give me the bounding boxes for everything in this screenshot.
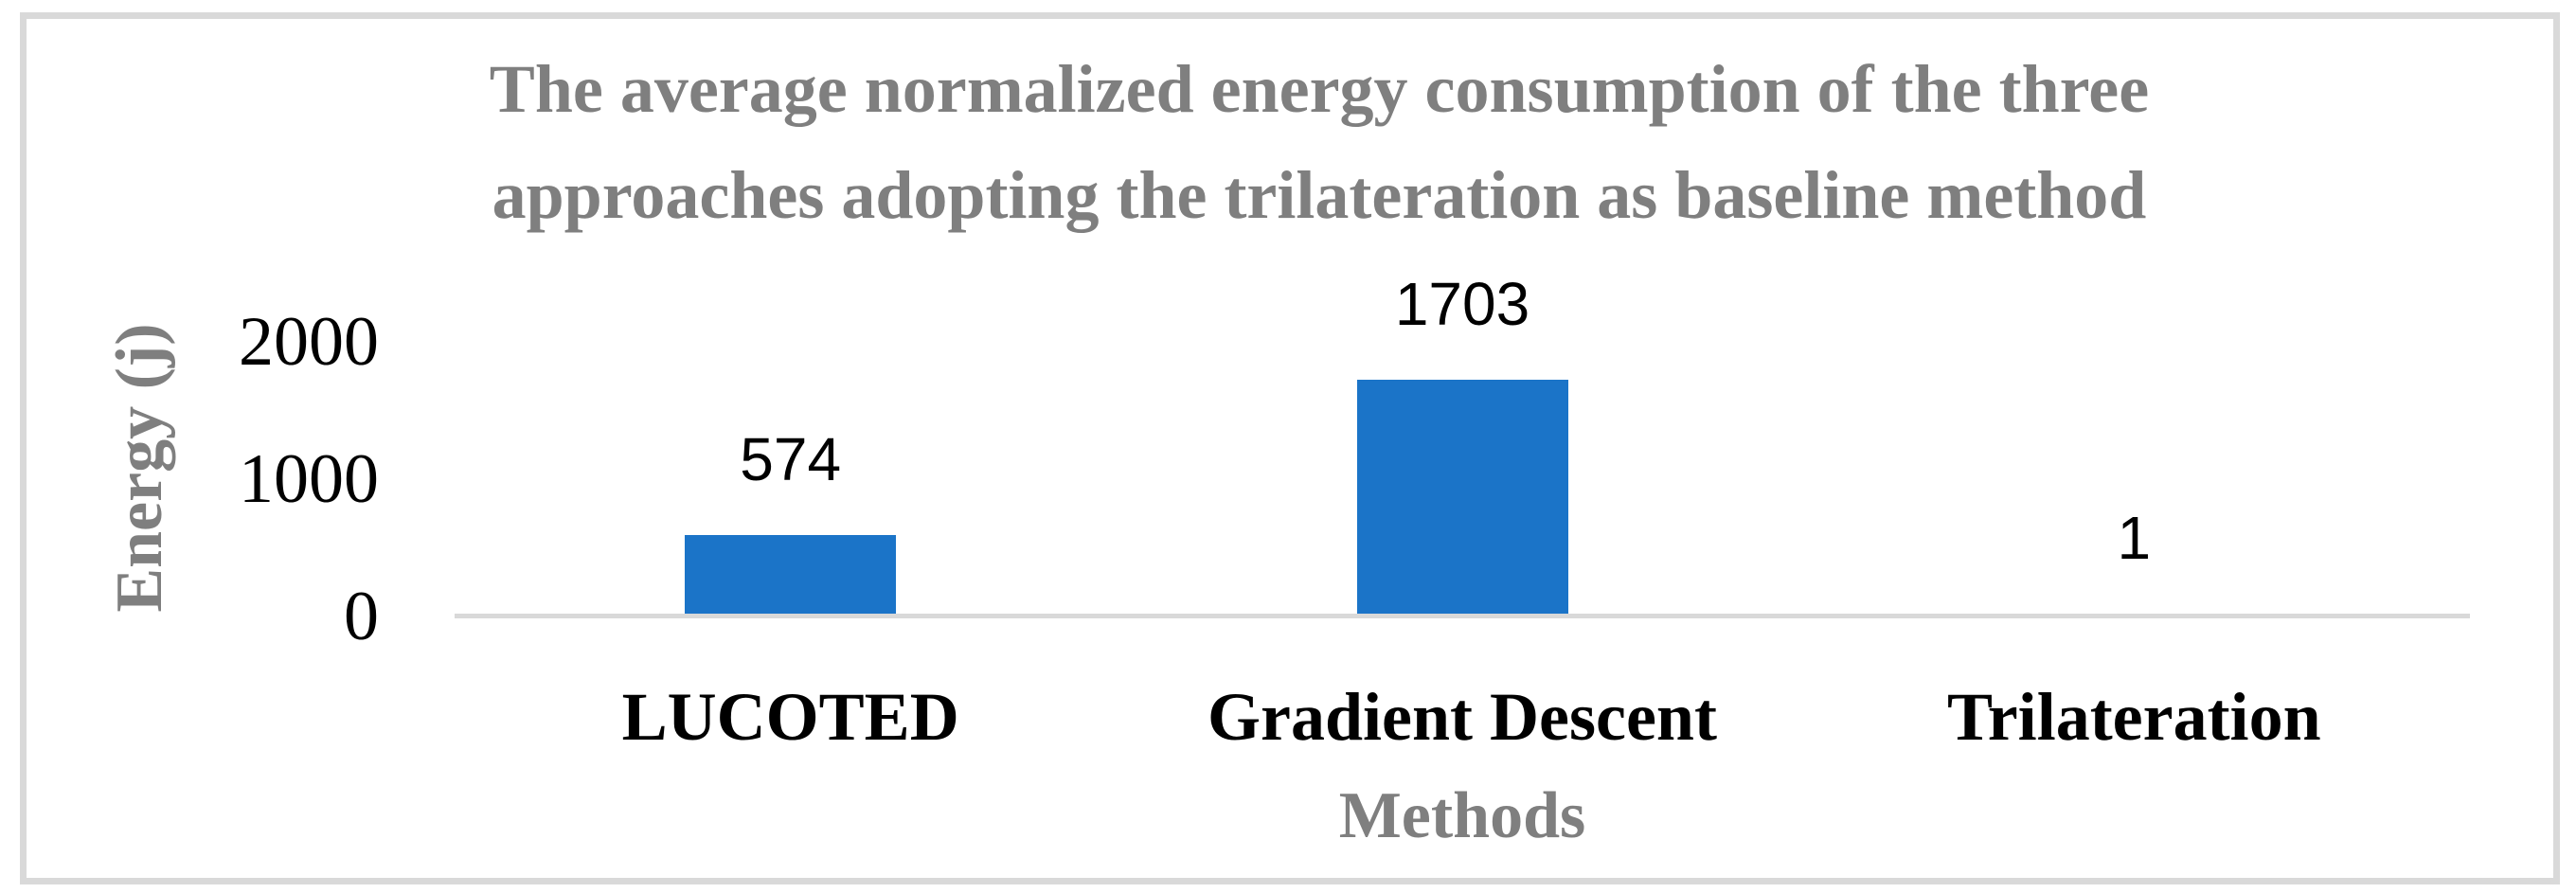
- chart-outer-border: [20, 12, 2560, 884]
- bar-value-label: 1: [2117, 504, 2152, 572]
- category-label-trilateration: Trilateration: [1947, 679, 2321, 755]
- bar-value-label: 574: [740, 425, 842, 493]
- chart-title-line-1: The average normalized energy consumptio…: [489, 51, 2150, 127]
- chart-title: The average normalized energy consumptio…: [53, 36, 2576, 248]
- category-label-lucoted: LUCOTED: [621, 679, 959, 755]
- category-label-gradient-descent: Gradient Descent: [1208, 679, 1717, 755]
- x-axis-title: Methods: [1338, 779, 1586, 852]
- y-tick-label: 2000: [239, 302, 379, 381]
- bar-gradient-descent: [1356, 380, 1568, 614]
- y-tick-label: 1000: [239, 439, 379, 518]
- bar-lucoted: [685, 535, 897, 614]
- chart-title-line-2: approaches adopting the trilateration as…: [492, 157, 2147, 233]
- bar-value-label: 1703: [1394, 270, 1530, 338]
- x-axis-line: [455, 614, 2470, 618]
- y-tick-label: 0: [344, 577, 379, 655]
